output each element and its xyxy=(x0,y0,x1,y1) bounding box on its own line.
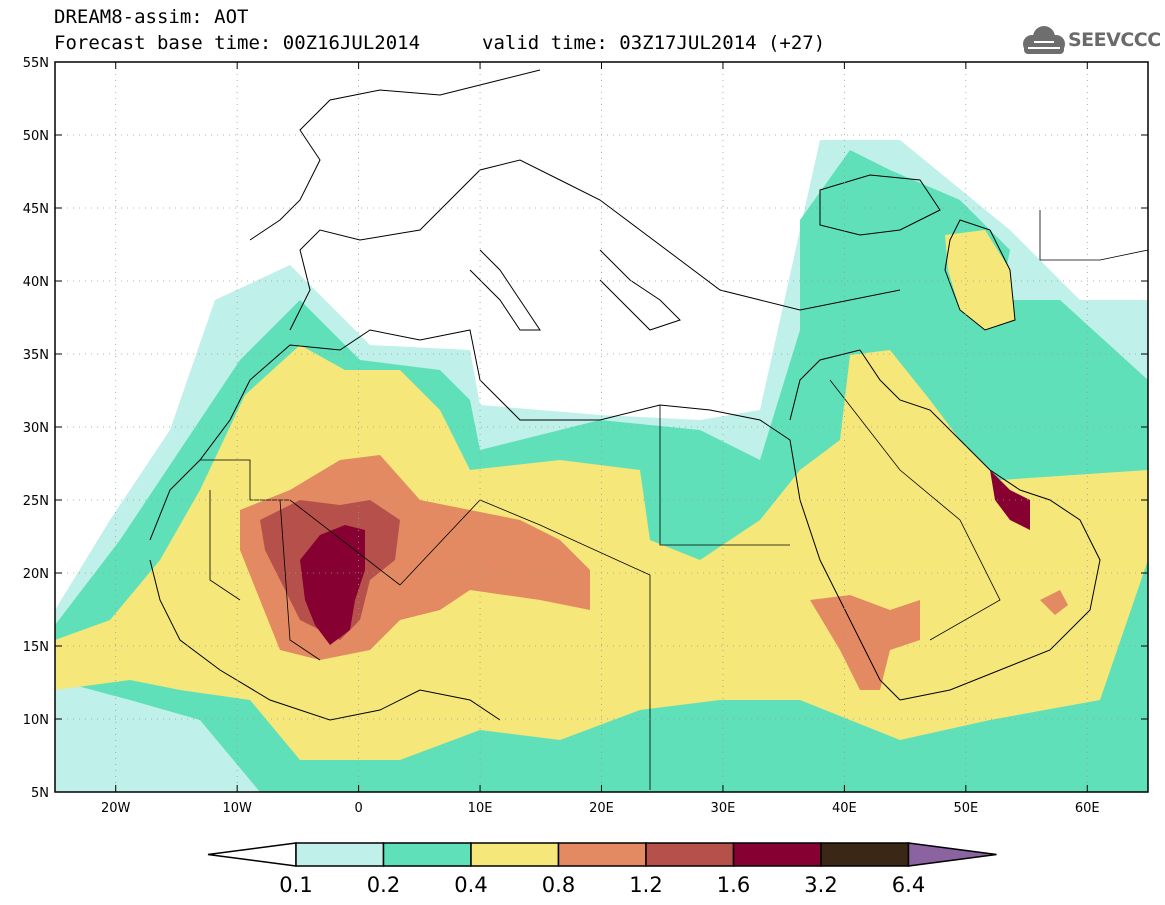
colorbar-label: 0.2 xyxy=(367,873,400,897)
colorbar-bin xyxy=(820,842,910,867)
aot-band-0.4-caspian xyxy=(945,230,1015,330)
lon-label: 20E xyxy=(589,801,614,816)
lon-label: 0 xyxy=(354,801,362,816)
lat-label: 30N xyxy=(23,421,49,436)
colorbar-bin xyxy=(645,842,735,867)
aot-band-1.6 xyxy=(300,525,365,645)
lon-label: 40E xyxy=(832,801,857,816)
forecast-base-time: Forecast base time: 00Z16JUL2014 xyxy=(54,32,421,54)
lon-label: 50E xyxy=(953,801,978,816)
longitude-labels: 20W 10W 0 10E 20E 30E 40E 50E 60E xyxy=(101,801,1100,816)
colorbar-bin xyxy=(557,842,647,867)
lon-label: 60E xyxy=(1075,801,1100,816)
colorbar-bin xyxy=(470,842,560,867)
colorbar-label: 1.6 xyxy=(717,873,750,897)
valid-time: valid time: 03Z17JUL2014 (+27) xyxy=(482,32,826,54)
lat-label: 35N xyxy=(23,348,49,363)
colorbar-label: 0.8 xyxy=(542,873,575,897)
colorbar-label: 6.4 xyxy=(892,873,925,897)
colorbar-bin xyxy=(295,842,385,867)
borders xyxy=(200,210,1148,790)
logo-text: SEEVCCC xyxy=(1068,29,1161,51)
colorbar-low-arrow xyxy=(207,842,297,867)
lat-label: 50N xyxy=(23,129,49,144)
colorbar-bin xyxy=(382,842,472,867)
lat-label: 15N xyxy=(23,640,49,655)
lon-label: 10W xyxy=(222,801,252,816)
colorbar-label: 0.1 xyxy=(279,873,312,897)
lon-label: 20W xyxy=(101,801,131,816)
graticule xyxy=(55,62,1148,792)
lon-label: 30E xyxy=(711,801,736,816)
lat-label: 45N xyxy=(23,202,49,217)
lat-label: 55N xyxy=(23,56,49,71)
colorbar-high-arrow xyxy=(907,842,997,867)
colorbar-label: 3.2 xyxy=(804,873,837,897)
clear-sky-north xyxy=(55,62,1148,415)
aot-band-0.8-redsea xyxy=(810,595,920,690)
colorbar-bin xyxy=(732,842,822,867)
aot-field xyxy=(55,62,1148,792)
coastlines xyxy=(149,69,1101,721)
lon-label: 10E xyxy=(468,801,493,816)
cloud-logo-icon xyxy=(1023,26,1065,54)
map-title: DREAM8-assim: AOT xyxy=(54,6,249,28)
lat-label: 10N xyxy=(23,713,49,728)
lat-label: 25N xyxy=(23,494,49,509)
aot-band-0.8-oman xyxy=(1040,590,1068,615)
colorbar-label: 0.4 xyxy=(454,873,487,897)
latitude-labels: 55N 50N 45N 40N 35N 30N 25N 20N 15N 10N 5N xyxy=(23,56,49,801)
colorbar-label: 1.2 xyxy=(629,873,662,897)
lat-label: 20N xyxy=(23,567,49,582)
lat-label: 40N xyxy=(23,275,49,290)
axis-ticks xyxy=(55,61,1148,793)
lat-label: 5N xyxy=(31,786,49,801)
